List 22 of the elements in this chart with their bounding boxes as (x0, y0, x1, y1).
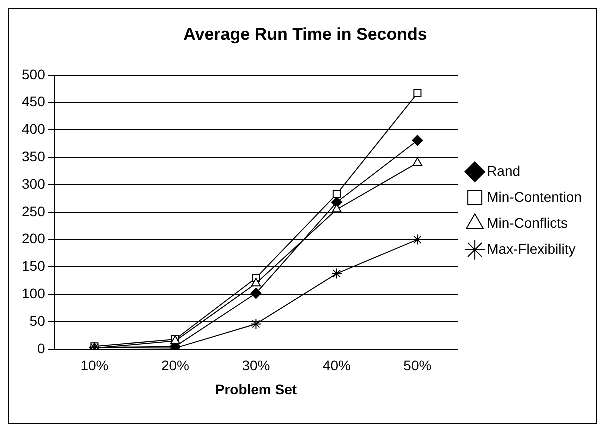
y-tick-label: 450 (22, 94, 46, 110)
legend-label: Rand (487, 162, 521, 179)
x-tick-label: 10% (80, 358, 109, 374)
y-tick-label: 400 (22, 121, 46, 138)
legend-label: Min-Contention (487, 188, 582, 205)
y-tick-label: 0 (38, 340, 46, 356)
y-tick-label: 50 (30, 312, 46, 329)
y-tick-label: 250 (22, 203, 46, 220)
x-tick-label: 30% (242, 358, 270, 374)
x-tick-label: 40% (322, 358, 351, 374)
x-tick-label: 50% (404, 358, 432, 374)
x-tick-label: 20% (161, 358, 190, 374)
legend-label: Max-Flexibility (487, 240, 576, 257)
legend-label: Min-Conflicts (487, 214, 568, 231)
y-tick-label: 200 (22, 230, 46, 247)
y-tick-label: 300 (22, 176, 46, 192)
y-tick-label: 500 (22, 66, 46, 82)
y-tick-label: 350 (22, 148, 46, 164)
x-axis-title: Problem Set (215, 381, 298, 398)
y-tick-label: 150 (22, 258, 46, 274)
chart-title: Average Run Time in Seconds (184, 24, 428, 44)
y-tick-label: 100 (22, 285, 46, 302)
